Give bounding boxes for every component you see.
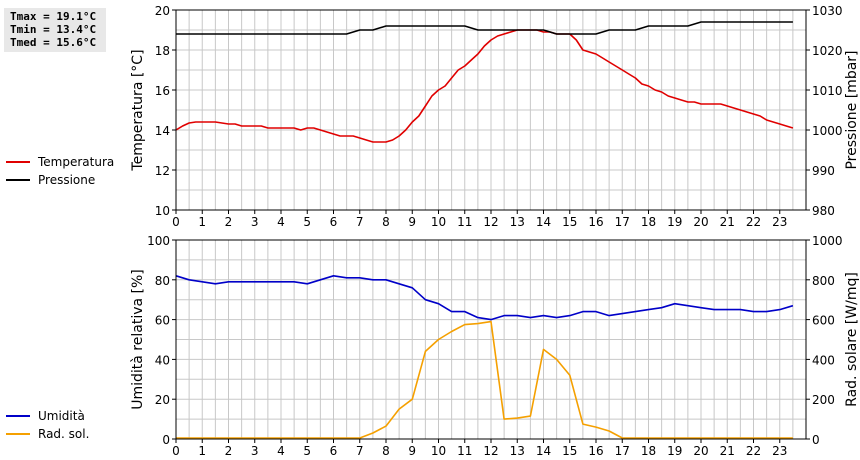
hum-x-tick-label: 19 (667, 444, 682, 458)
hum-series-b-line (176, 320, 793, 439)
hum-legend-label: Rad. sol. (38, 427, 89, 441)
temp-right-tick-label: 1030 (812, 4, 843, 18)
temp-right-tick-label: 990 (812, 164, 835, 178)
hum-right-tick-label: 600 (812, 314, 835, 328)
hum-x-tick-label: 2 (225, 444, 233, 458)
temp-x-tick-label: 12 (483, 215, 498, 229)
hum-x-tick-label: 9 (408, 444, 416, 458)
hum-x-tick-label: 11 (457, 444, 472, 458)
temp-x-tick-label: 19 (667, 215, 682, 229)
temp-x-tick-label: 8 (382, 215, 390, 229)
hum-right-tick-label: 200 (812, 393, 835, 407)
hum-x-tick-label: 8 (382, 444, 390, 458)
temp-x-tick-label: 7 (356, 215, 364, 229)
temp-left-tick-label: 20 (155, 4, 170, 18)
temp-x-tick-label: 5 (303, 215, 311, 229)
hum-right-tick-label: 0 (812, 433, 820, 447)
temp-x-tick-label: 0 (172, 215, 180, 229)
hum-right-tick-label: 800 (812, 274, 835, 288)
hum-x-tick-label: 20 (693, 444, 708, 458)
temp-right-tick-label: 1000 (812, 124, 843, 138)
hum-left-tick-label: 60 (155, 314, 170, 328)
temp-right-axis-title: Pressione [mbar] (844, 50, 860, 169)
temp-x-tick-label: 22 (746, 215, 761, 229)
temp-x-tick-label: 20 (693, 215, 708, 229)
hum-x-tick-label: 23 (772, 444, 787, 458)
hum-right-tick-label: 1000 (812, 234, 843, 248)
temp-x-tick-label: 11 (457, 215, 472, 229)
hum-left-tick-label: 20 (155, 393, 170, 407)
hum-x-tick-label: 15 (562, 444, 577, 458)
temp-x-tick-label: 2 (225, 215, 233, 229)
hum-x-tick-label: 14 (536, 444, 551, 458)
hum-x-tick-label: 13 (510, 444, 525, 458)
temp-x-tick-label: 23 (772, 215, 787, 229)
temp-left-tick-label: 12 (155, 164, 170, 178)
hum-left-axis-title: Umidità relativa [%] (130, 269, 146, 410)
temp-x-tick-label: 21 (720, 215, 735, 229)
hum-x-tick-label: 5 (303, 444, 311, 458)
temp-right-tick-label: 980 (812, 204, 835, 218)
temp-left-tick-label: 18 (155, 44, 170, 58)
temp-right-tick-label: 1010 (812, 84, 843, 98)
temp-series-b-line (176, 21, 793, 35)
temp-left-tick-label: 14 (155, 124, 170, 138)
hum-left-tick-label: 40 (155, 353, 170, 367)
hum-x-tick-label: 16 (588, 444, 603, 458)
temp-legend-label: Pressione (38, 173, 95, 187)
temp-left-tick-label: 16 (155, 84, 170, 98)
hum-right-tick-label: 400 (812, 353, 835, 367)
temp-left-axis-title: Temperatura [°C] (130, 49, 146, 171)
hum-x-tick-label: 22 (746, 444, 761, 458)
temp-x-tick-label: 17 (615, 215, 630, 229)
temp-x-tick-label: 18 (641, 215, 656, 229)
hum-x-tick-label: 1 (198, 444, 206, 458)
temp-x-tick-label: 13 (510, 215, 525, 229)
hum-x-tick-label: 7 (356, 444, 364, 458)
hum-left-tick-label: 80 (155, 274, 170, 288)
hum-x-tick-label: 10 (431, 444, 446, 458)
temp-right-tick-label: 1020 (812, 44, 843, 58)
hum-x-tick-label: 17 (615, 444, 630, 458)
hum-x-tick-label: 12 (483, 444, 498, 458)
hum-x-tick-label: 3 (251, 444, 259, 458)
temp-x-tick-label: 6 (330, 215, 338, 229)
tmax-text: Tmax = 19.1°C (10, 10, 97, 23)
hum-legend-label: Umidità (38, 409, 85, 423)
hum-left-tick-label: 0 (162, 433, 170, 447)
temp-x-tick-label: 1 (198, 215, 206, 229)
temp-series-a-line (175, 29, 794, 143)
hum-x-tick-label: 6 (330, 444, 338, 458)
hum-left-tick-label: 100 (147, 234, 170, 248)
stats-box: Tmax = 19.1°C Tmin = 13.4°C Tmed = 15.6°… (4, 8, 106, 52)
temp-x-tick-label: 16 (588, 215, 603, 229)
temp-x-tick-label: 9 (408, 215, 416, 229)
tmed-text: Tmed = 15.6°C (10, 36, 97, 49)
hum-series-a-line (175, 274, 794, 321)
temp-x-tick-label: 3 (251, 215, 259, 229)
temp-x-tick-label: 15 (562, 215, 577, 229)
tmin-text: Tmin = 13.4°C (10, 23, 97, 36)
temp-x-tick-label: 10 (431, 215, 446, 229)
hum-x-tick-label: 0 (172, 444, 180, 458)
hum-x-tick-label: 4 (277, 444, 285, 458)
hum-right-axis-title: Rad. solare [W/mq] (844, 272, 860, 407)
temp-x-tick-label: 4 (277, 215, 285, 229)
temp-left-tick-label: 10 (155, 204, 170, 218)
hum-x-tick-label: 18 (641, 444, 656, 458)
hum-x-tick-label: 21 (720, 444, 735, 458)
temp-legend-label: Temperatura (37, 155, 114, 169)
temp-x-tick-label: 14 (536, 215, 551, 229)
